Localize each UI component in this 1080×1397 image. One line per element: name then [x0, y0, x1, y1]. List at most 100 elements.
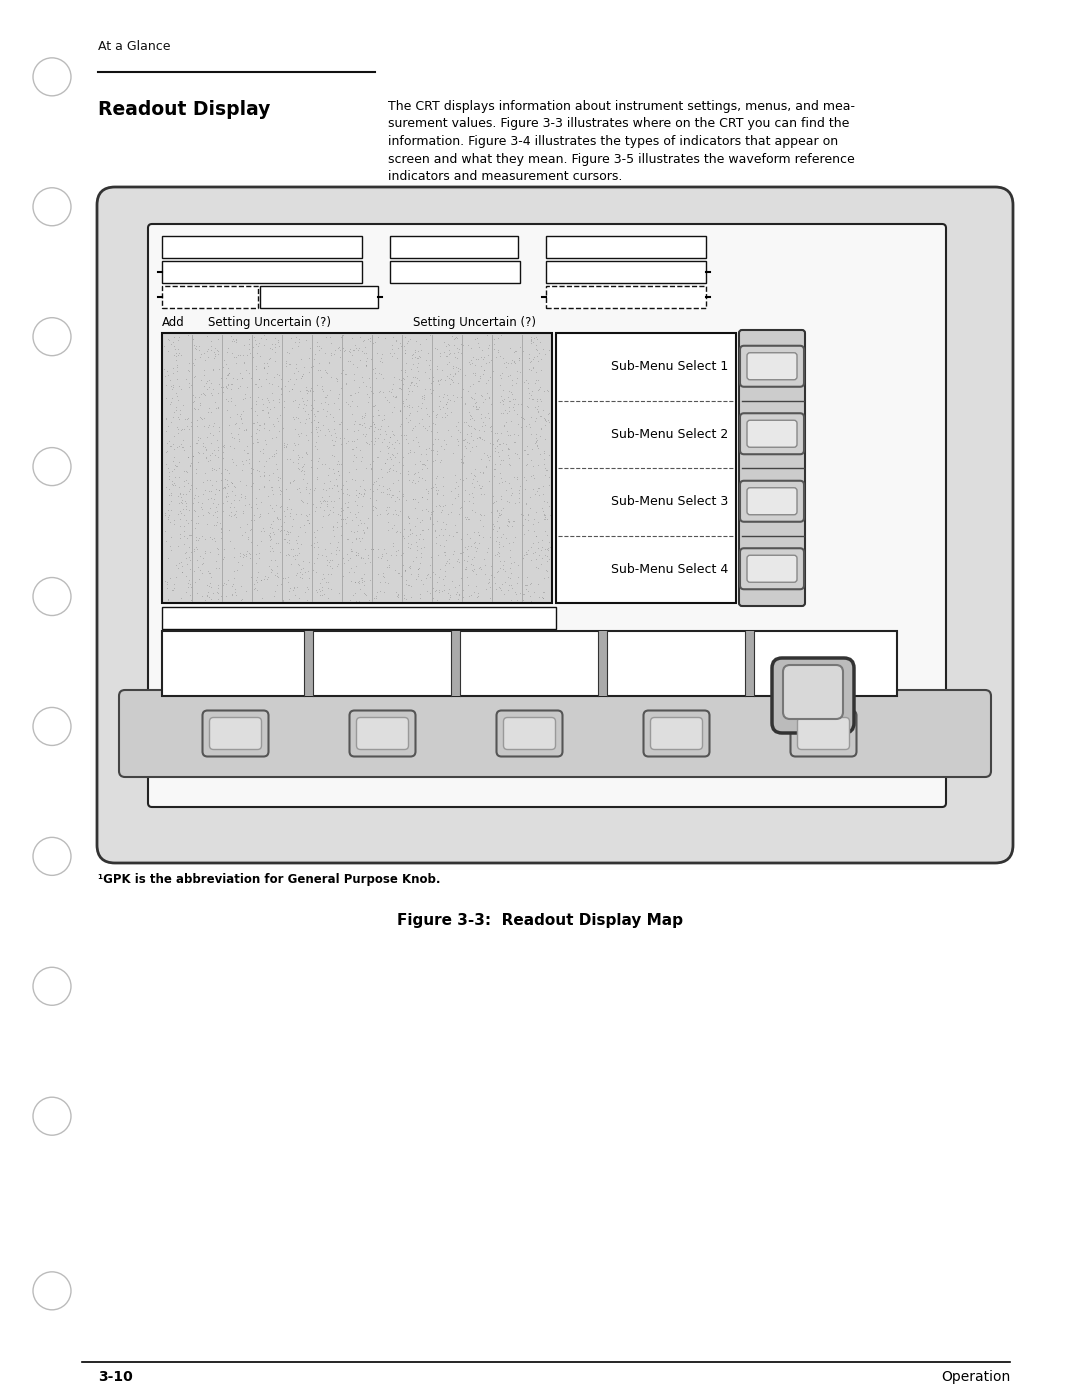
- Point: [481, 569, 498, 591]
- Point: [400, 506, 417, 528]
- Point: [389, 562, 406, 584]
- Point: [467, 531, 484, 553]
- Point: [252, 504, 269, 527]
- Point: [248, 571, 266, 594]
- Point: [426, 563, 443, 585]
- Bar: [598, 631, 607, 696]
- Point: [456, 444, 473, 467]
- Point: [310, 447, 327, 469]
- Point: [539, 538, 556, 560]
- Point: [486, 422, 503, 444]
- Point: [261, 495, 279, 517]
- Point: [402, 518, 419, 541]
- Point: [356, 479, 374, 502]
- Point: [261, 515, 279, 538]
- Point: [199, 370, 216, 393]
- Point: [347, 506, 364, 528]
- Point: [227, 476, 244, 499]
- Point: [299, 402, 316, 425]
- Point: [409, 490, 427, 513]
- Point: [208, 506, 226, 528]
- Point: [524, 464, 541, 486]
- Point: [271, 483, 288, 506]
- Point: [351, 349, 368, 372]
- Point: [450, 338, 468, 360]
- Point: [404, 366, 421, 388]
- Point: [481, 407, 498, 429]
- Point: [409, 461, 427, 483]
- Point: [367, 587, 384, 609]
- Point: [335, 546, 352, 569]
- Point: [455, 490, 472, 513]
- Point: [367, 489, 384, 511]
- Point: [376, 566, 393, 588]
- Point: [259, 566, 276, 588]
- Point: [485, 458, 502, 481]
- Point: [465, 532, 483, 555]
- Point: [475, 483, 492, 506]
- Point: [401, 440, 418, 462]
- Point: [507, 441, 524, 464]
- Point: [298, 504, 315, 527]
- Text: Sub-Menu Select 4: Sub-Menu Select 4: [611, 563, 728, 576]
- Point: [365, 538, 382, 560]
- Point: [334, 440, 351, 462]
- Point: [471, 510, 488, 532]
- Point: [318, 571, 335, 594]
- Point: [185, 539, 202, 562]
- Point: [404, 346, 421, 369]
- Point: [313, 492, 330, 514]
- Point: [178, 460, 195, 482]
- Point: [395, 395, 413, 418]
- Point: [453, 496, 470, 518]
- Point: [401, 394, 418, 416]
- Point: [526, 482, 543, 504]
- Point: [214, 436, 231, 458]
- Point: [265, 500, 282, 522]
- FancyBboxPatch shape: [772, 658, 854, 733]
- Point: [396, 559, 414, 581]
- Point: [391, 415, 408, 437]
- Point: [460, 535, 477, 557]
- Point: [306, 409, 323, 432]
- Point: [448, 415, 465, 437]
- Point: [397, 388, 415, 411]
- Point: [324, 405, 341, 427]
- Point: [483, 502, 500, 524]
- Point: [495, 557, 512, 580]
- Point: [342, 538, 360, 560]
- Point: [376, 538, 393, 560]
- Point: [262, 559, 280, 581]
- Point: [500, 510, 517, 532]
- Point: [243, 475, 260, 497]
- Point: [211, 419, 228, 441]
- Text: Delay Sweep Scale: Delay Sweep Scale: [394, 265, 498, 275]
- Point: [529, 531, 546, 553]
- Point: [284, 390, 301, 412]
- Point: [220, 518, 238, 541]
- Point: [281, 580, 298, 602]
- Point: [393, 369, 410, 391]
- Circle shape: [33, 187, 71, 226]
- Point: [229, 377, 246, 400]
- Point: [220, 362, 238, 384]
- Point: [237, 485, 254, 507]
- Point: [404, 372, 421, 394]
- Point: [247, 552, 265, 574]
- Point: [516, 478, 534, 500]
- Point: [363, 380, 380, 402]
- Point: [226, 345, 243, 367]
- Point: [329, 503, 347, 525]
- Point: [415, 384, 432, 407]
- Point: [233, 450, 251, 472]
- Point: [283, 379, 300, 401]
- Point: [311, 580, 328, 602]
- Point: [404, 397, 421, 419]
- Point: [473, 338, 490, 360]
- Point: [421, 507, 438, 529]
- Point: [472, 476, 489, 499]
- Point: [163, 387, 180, 409]
- FancyBboxPatch shape: [497, 711, 563, 757]
- Point: [383, 334, 401, 356]
- Point: [437, 345, 455, 367]
